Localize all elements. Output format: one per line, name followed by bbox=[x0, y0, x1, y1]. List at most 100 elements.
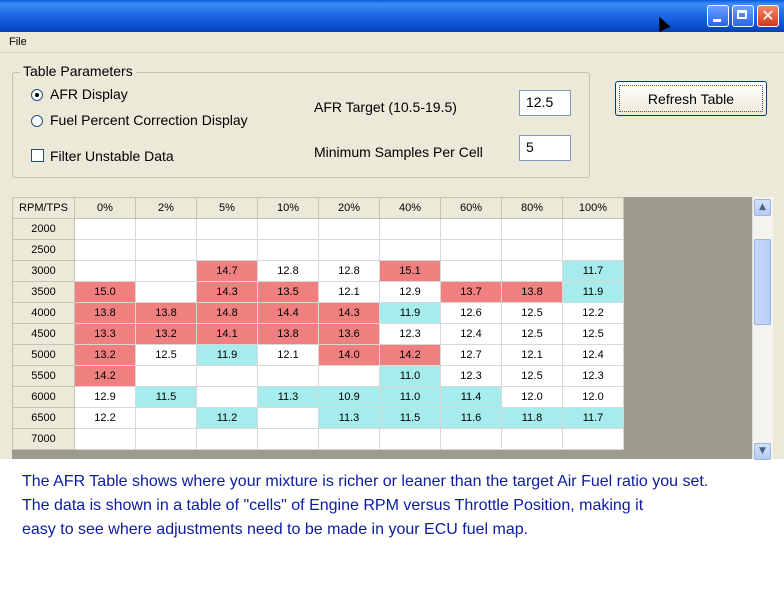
min-samples-input[interactable]: 5 bbox=[519, 135, 571, 161]
table-cell[interactable] bbox=[562, 428, 624, 450]
table-cell[interactable]: 10.9 bbox=[318, 386, 380, 408]
table-cell[interactable]: 12.9 bbox=[379, 281, 441, 303]
column-header[interactable]: 10% bbox=[257, 197, 319, 219]
table-cell[interactable]: 14.3 bbox=[196, 281, 258, 303]
column-header[interactable]: 40% bbox=[379, 197, 441, 219]
table-cell[interactable] bbox=[379, 239, 441, 261]
table-cell[interactable] bbox=[257, 365, 319, 387]
table-cell[interactable] bbox=[318, 428, 380, 450]
table-cell[interactable] bbox=[257, 428, 319, 450]
table-cell[interactable]: 11.3 bbox=[257, 386, 319, 408]
filter-unstable-checkbox[interactable] bbox=[31, 149, 44, 162]
table-cell[interactable]: 12.5 bbox=[562, 323, 624, 345]
table-cell[interactable] bbox=[74, 428, 136, 450]
table-cell[interactable] bbox=[135, 260, 197, 282]
table-cell[interactable]: 11.2 bbox=[196, 407, 258, 429]
table-cell[interactable]: 13.7 bbox=[440, 281, 502, 303]
table-cell[interactable]: 12.0 bbox=[562, 386, 624, 408]
table-cell[interactable]: 12.1 bbox=[501, 344, 563, 366]
table-cell[interactable] bbox=[257, 218, 319, 240]
table-cell[interactable]: 14.7 bbox=[196, 260, 258, 282]
menu-file[interactable]: File bbox=[9, 36, 27, 48]
table-cell[interactable] bbox=[501, 260, 563, 282]
table-cell[interactable]: 13.2 bbox=[74, 344, 136, 366]
table-cell[interactable]: 11.9 bbox=[562, 281, 624, 303]
table-cell[interactable]: 11.0 bbox=[379, 386, 441, 408]
column-header[interactable]: 0% bbox=[74, 197, 136, 219]
table-cell[interactable]: 11.5 bbox=[379, 407, 441, 429]
column-header[interactable]: 100% bbox=[562, 197, 624, 219]
refresh-table-button[interactable]: Refresh Table bbox=[615, 81, 767, 116]
table-cell[interactable]: 15.0 bbox=[74, 281, 136, 303]
table-cell[interactable] bbox=[257, 407, 319, 429]
table-cell[interactable]: 11.0 bbox=[379, 365, 441, 387]
table-cell[interactable]: 13.8 bbox=[501, 281, 563, 303]
table-cell[interactable]: 12.2 bbox=[74, 407, 136, 429]
table-cell[interactable]: 12.0 bbox=[501, 386, 563, 408]
minimize-button[interactable] bbox=[707, 5, 729, 27]
table-cell[interactable] bbox=[74, 239, 136, 261]
table-cell[interactable] bbox=[196, 365, 258, 387]
table-cell[interactable] bbox=[440, 260, 502, 282]
afr-display-radio[interactable] bbox=[31, 89, 43, 101]
table-cell[interactable] bbox=[318, 239, 380, 261]
filter-unstable-label[interactable]: Filter Unstable Data bbox=[50, 148, 174, 164]
column-header[interactable]: 60% bbox=[440, 197, 502, 219]
table-cell[interactable]: 12.1 bbox=[318, 281, 380, 303]
table-cell[interactable]: 12.8 bbox=[257, 260, 319, 282]
column-header[interactable]: 80% bbox=[501, 197, 563, 219]
table-cell[interactable] bbox=[379, 428, 441, 450]
table-cell[interactable]: 11.9 bbox=[379, 302, 441, 324]
table-cell[interactable]: 11.6 bbox=[440, 407, 502, 429]
table-cell[interactable]: 15.1 bbox=[379, 260, 441, 282]
scroll-up-button[interactable]: ▲ bbox=[754, 199, 771, 216]
table-cell[interactable]: 14.2 bbox=[74, 365, 136, 387]
table-cell[interactable]: 12.4 bbox=[440, 323, 502, 345]
table-cell[interactable] bbox=[196, 428, 258, 450]
table-cell[interactable] bbox=[135, 407, 197, 429]
table-cell[interactable]: 12.5 bbox=[135, 344, 197, 366]
table-cell[interactable] bbox=[135, 239, 197, 261]
maximize-button[interactable] bbox=[732, 5, 754, 27]
table-cell[interactable] bbox=[440, 239, 502, 261]
table-cell[interactable]: 12.2 bbox=[562, 302, 624, 324]
table-cell[interactable]: 13.8 bbox=[74, 302, 136, 324]
fuel-percent-label[interactable]: Fuel Percent Correction Display bbox=[50, 112, 248, 128]
table-cell[interactable]: 14.3 bbox=[318, 302, 380, 324]
table-cell[interactable]: 13.8 bbox=[257, 323, 319, 345]
table-cell[interactable]: 12.7 bbox=[440, 344, 502, 366]
table-cell[interactable] bbox=[257, 239, 319, 261]
table-cell[interactable] bbox=[135, 365, 197, 387]
title-bar[interactable]: ✕ bbox=[0, 0, 784, 32]
column-header[interactable]: 2% bbox=[135, 197, 197, 219]
table-cell[interactable]: 14.1 bbox=[196, 323, 258, 345]
table-cell[interactable]: 12.5 bbox=[501, 365, 563, 387]
table-cell[interactable]: 11.5 bbox=[135, 386, 197, 408]
table-cell[interactable]: 11.3 bbox=[318, 407, 380, 429]
table-cell[interactable]: 11.7 bbox=[562, 407, 624, 429]
fuel-percent-radio[interactable] bbox=[31, 115, 43, 127]
table-cell[interactable] bbox=[196, 239, 258, 261]
scroll-thumb[interactable] bbox=[754, 239, 771, 325]
table-cell[interactable]: 14.8 bbox=[196, 302, 258, 324]
afr-display-label[interactable]: AFR Display bbox=[50, 86, 128, 102]
table-cell[interactable] bbox=[501, 218, 563, 240]
table-cell[interactable] bbox=[318, 365, 380, 387]
scroll-down-button[interactable]: ▼ bbox=[754, 443, 771, 460]
table-cell[interactable]: 12.8 bbox=[318, 260, 380, 282]
table-cell[interactable]: 12.1 bbox=[257, 344, 319, 366]
table-cell[interactable] bbox=[135, 281, 197, 303]
table-cell[interactable]: 13.8 bbox=[135, 302, 197, 324]
table-cell[interactable]: 12.3 bbox=[562, 365, 624, 387]
vertical-scrollbar[interactable]: ▲ ▼ bbox=[752, 197, 773, 460]
table-cell[interactable] bbox=[196, 386, 258, 408]
table-cell[interactable]: 13.3 bbox=[74, 323, 136, 345]
table-cell[interactable] bbox=[135, 428, 197, 450]
table-cell[interactable] bbox=[74, 218, 136, 240]
table-cell[interactable]: 13.5 bbox=[257, 281, 319, 303]
table-cell[interactable]: 12.9 bbox=[74, 386, 136, 408]
close-button[interactable]: ✕ bbox=[757, 5, 779, 27]
table-cell[interactable]: 14.4 bbox=[257, 302, 319, 324]
column-header[interactable]: 20% bbox=[318, 197, 380, 219]
table-cell[interactable] bbox=[562, 239, 624, 261]
